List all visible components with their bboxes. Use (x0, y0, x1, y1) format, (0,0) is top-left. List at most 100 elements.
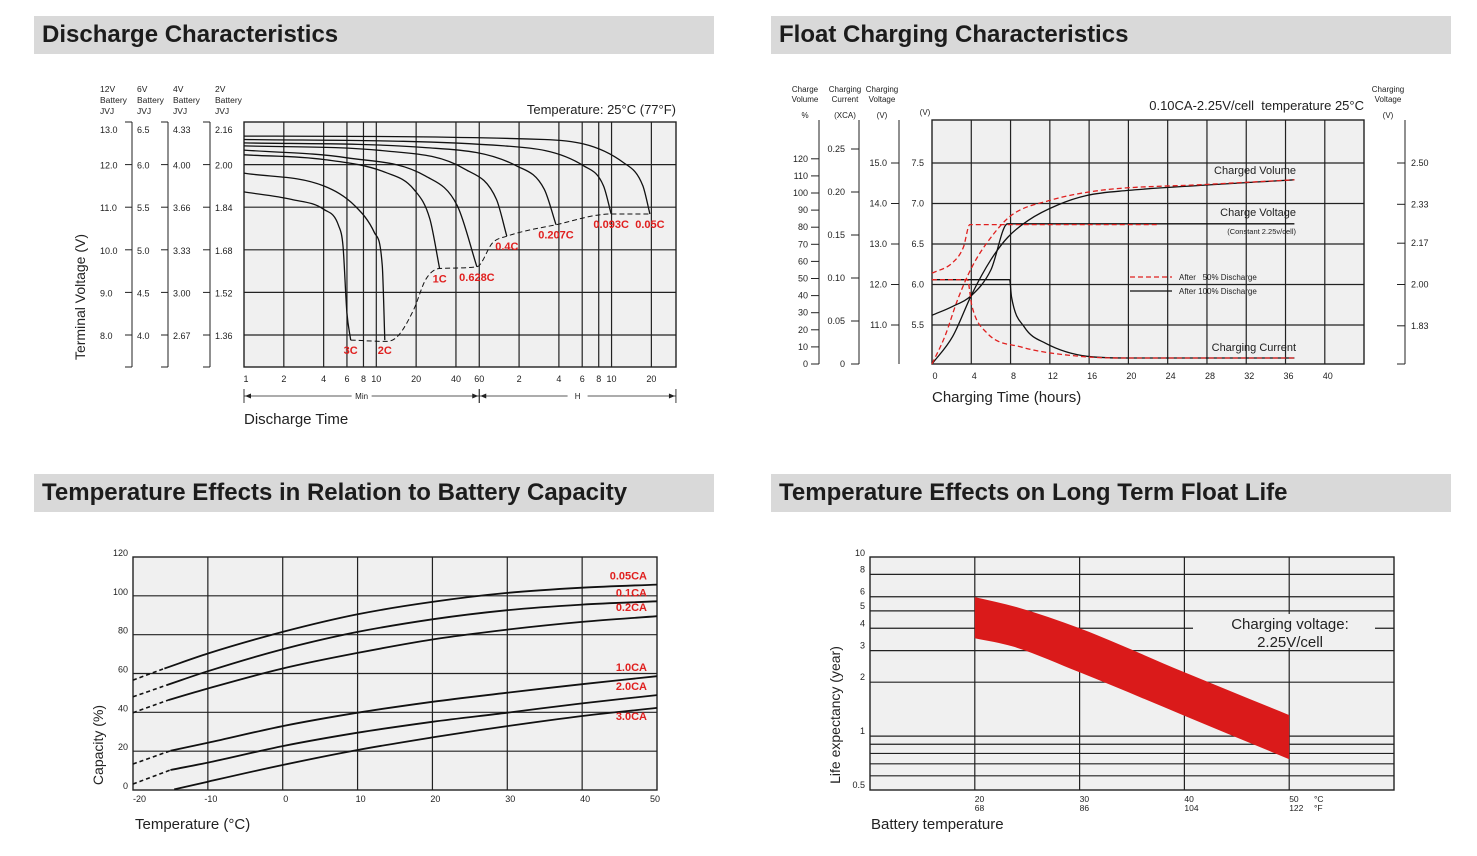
y-axis-header: Voltage (869, 95, 896, 104)
plot-area (931, 119, 1365, 365)
y-tick-label: 5.0 (137, 246, 150, 256)
series-label: 0.4C (495, 241, 518, 253)
x-tick-label: -20 (133, 794, 146, 804)
series-label: 0.05CA (610, 571, 647, 583)
x-tick-label: 20 (1126, 371, 1136, 381)
y-tick-label: 15.0 (869, 158, 887, 168)
annotation-charging-current: Charging Current (1212, 342, 1296, 354)
y-scale-header: 2V (215, 84, 226, 94)
x-tick-label-fahrenheit: 68 (975, 803, 985, 813)
x-tick-label-celsius: 40 (1184, 794, 1194, 804)
x-tick-label: 40 (451, 374, 461, 384)
section-title-bar-discharge: Discharge Characteristics (34, 16, 714, 54)
section-title: Temperature Effects on Long Term Float L… (779, 479, 1288, 506)
curve-100-charged-volume (931, 179, 1295, 365)
y-tick-label: 10.0 (100, 246, 118, 256)
x-tick-label: 1 (243, 374, 248, 384)
y-tick-label: 70 (798, 239, 808, 249)
x-axis-title: Battery temperature (871, 816, 1004, 833)
float-life-chart: 206830864010450122°C°F1086543210.5Chargi… (827, 548, 1395, 833)
series-label: 0.05C (635, 219, 664, 231)
y-tick-label: 2.33 (1411, 199, 1429, 209)
x-tick-label: 20 (430, 794, 440, 804)
discharge-curve-1C (243, 154, 441, 269)
annotation-charge-voltage-note: (Constant 2.25v/cell) (1227, 227, 1296, 236)
y-tick-label: 40 (118, 703, 128, 713)
series-label: 3C (344, 345, 358, 357)
y-tick-label: 50 (798, 274, 808, 284)
x-tick-label: -10 (204, 794, 217, 804)
y-tick-label: 10 (855, 548, 865, 558)
section-title: Float Charging Characteristics (779, 21, 1129, 48)
arrow-right-icon (472, 393, 479, 399)
series-label: 0.2CA (616, 602, 647, 614)
x-tick-label: 16 (1087, 371, 1097, 381)
y-tick-label: 13.0 (100, 125, 118, 135)
y-tick-label: 1.84 (215, 203, 233, 213)
x-tick-label: 40 (1323, 371, 1333, 381)
y-axis-title: Life expectancy (year) (827, 646, 843, 784)
y-tick-label: 110 (794, 171, 808, 181)
y-scale-header: JVJ (173, 106, 187, 116)
capacity-curve-1.0CA-extrapolated (132, 750, 171, 765)
x-tick-label: 6 (344, 374, 349, 384)
y-tick-label: 1.83 (1411, 321, 1429, 331)
x-tick-label: 20 (411, 374, 421, 384)
capacity-curve-0.1CA-extrapolated (132, 684, 167, 698)
x-tick-label: 8 (361, 374, 366, 384)
y-tick-label: 90 (798, 205, 808, 215)
x-tick-label: 20 (646, 374, 656, 384)
capacity-curve-0.2CA (167, 615, 658, 701)
y-tick-label: 100 (113, 587, 128, 597)
x-tick-label-fahrenheit: 86 (1080, 803, 1090, 813)
section-title-bar-float-life: Temperature Effects on Long Term Float L… (771, 474, 1451, 512)
chart-title: 0.10CA-2.25V/cell temperature 25°C (1149, 98, 1364, 113)
y-axis-header: (V) (1383, 111, 1394, 120)
series-label: 1C (433, 274, 447, 286)
x-tick-label: 10 (371, 374, 381, 384)
y-tick-label: 11.0 (870, 320, 887, 330)
y-tick-label: 1.68 (215, 246, 233, 256)
y-scale-header: Battery (173, 95, 201, 105)
annotation-charging-voltage: Charging voltage: (1231, 616, 1349, 633)
y-tick-label: 6.0 (911, 280, 924, 290)
capacity-curve-0.05CA (164, 583, 658, 670)
y-scale-header: 12V (100, 84, 115, 94)
y-scale-header: JVJ (100, 106, 114, 116)
x-tick-label: 24 (1166, 371, 1176, 381)
y-tick-label: 3.33 (173, 246, 191, 256)
discharge-curve-2C (243, 172, 386, 341)
annotation-charge-voltage: Charge Voltage (1220, 207, 1296, 219)
arrow-left-icon (245, 393, 251, 399)
life-expectancy-band (974, 597, 1290, 760)
y-axis-header: Volume (792, 95, 819, 104)
y-tick-label: 0.10 (827, 273, 845, 283)
x-tick-label: 6 (580, 374, 585, 384)
x-tick-label-fahrenheit: 104 (1184, 803, 1198, 813)
y-axis-header: Charging (1372, 85, 1404, 94)
unit-label-bg (351, 390, 372, 402)
y-tick-label: 14.0 (869, 199, 887, 209)
y-tick-label: 13.0 (869, 239, 887, 249)
series-label: 0.628C (459, 272, 495, 284)
end-voltage-dashed-line (350, 213, 650, 342)
x-unit-fahrenheit: °F (1314, 803, 1323, 813)
unit-label-bg (567, 390, 588, 402)
capacity-curve-3.0CA (173, 707, 658, 791)
y-tick-label: 4.5 (137, 288, 150, 298)
discharge-curve-0.207C (243, 142, 557, 225)
unit-label: H (575, 392, 581, 401)
x-tick-label: 36 (1284, 371, 1294, 381)
y-axis-header: (V) (920, 108, 931, 117)
y-tick-label: 120 (113, 548, 128, 558)
y-tick-label: 2.00 (215, 161, 233, 171)
y-tick-label: 120 (793, 154, 808, 164)
y-tick-label: 6.0 (137, 161, 150, 171)
y-tick-label: 100 (793, 188, 808, 198)
y-tick-label: 2.17 (1411, 238, 1429, 248)
series-label: 1.0CA (616, 662, 647, 674)
y-tick-label: 20 (798, 325, 808, 335)
capacity-curve-0.2CA-extrapolated (132, 699, 169, 714)
y-scale-header: JVJ (137, 106, 151, 116)
